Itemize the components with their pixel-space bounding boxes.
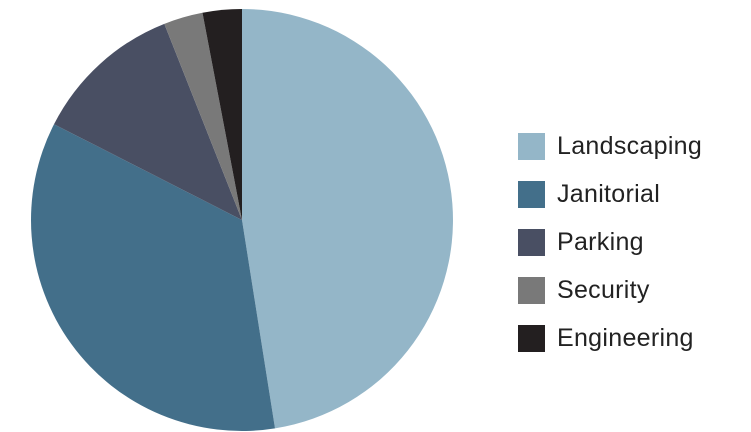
legend-label: Security	[557, 275, 650, 304]
pie-slice-janitorial	[31, 124, 276, 431]
pie-slices	[31, 9, 453, 431]
legend-label: Landscaping	[557, 131, 703, 160]
legend-item-engineering: Engineering	[518, 314, 702, 362]
legend-swatch	[518, 132, 545, 160]
pie-slice-security	[164, 12, 242, 220]
pie-slice-parking	[54, 23, 242, 220]
pie-slice-landscaping	[242, 9, 453, 429]
legend-swatch	[518, 180, 545, 208]
pie-slice-engineering	[202, 9, 242, 220]
legend-item-landscaping: Landscaping	[518, 122, 702, 170]
legend-swatch	[518, 228, 545, 256]
legend-item-security: Security	[518, 266, 702, 314]
legend-swatch	[518, 276, 545, 304]
legend-swatch	[518, 324, 545, 352]
legend-item-parking: Parking	[518, 218, 702, 266]
legend-item-janitorial: Janitorial	[518, 170, 702, 218]
legend-label: Engineering	[557, 323, 694, 352]
legend-label: Parking	[557, 227, 644, 256]
legend-label: Janitorial	[557, 179, 661, 208]
chart-legend: Landscaping Janitorial Parking Security Engi…	[518, 122, 702, 362]
